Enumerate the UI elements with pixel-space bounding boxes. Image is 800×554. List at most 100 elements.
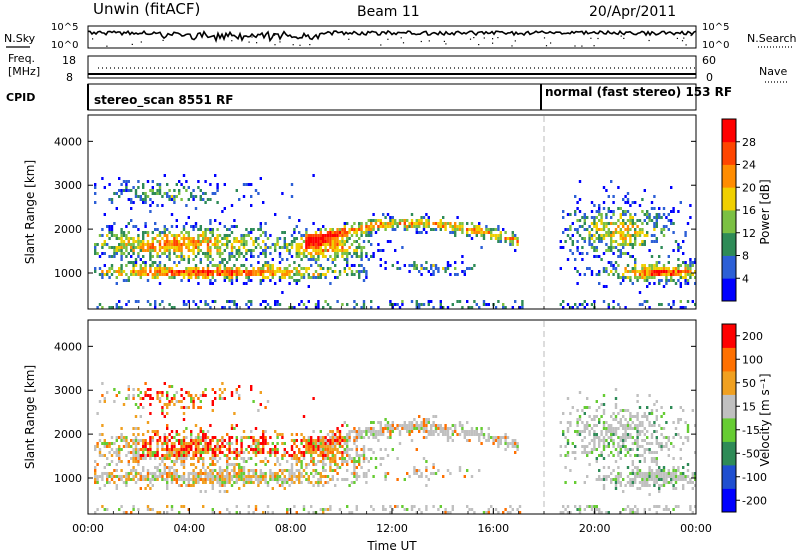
heatmap-cell — [655, 463, 658, 466]
heatmap-cell — [358, 273, 361, 276]
heatmap-cell — [490, 436, 493, 439]
heatmap-cell — [115, 475, 118, 478]
heatmap-cell — [288, 264, 291, 267]
heatmap-cell — [187, 484, 190, 487]
heatmap-cell — [307, 234, 310, 237]
heatmap-cell — [487, 436, 490, 439]
heatmap-cell — [180, 279, 183, 282]
heatmap-cell — [170, 430, 174, 433]
heatmap-cell — [449, 273, 452, 276]
heatmap-cell — [478, 469, 481, 472]
heatmap-cell — [420, 303, 423, 306]
heatmap-cell — [288, 472, 291, 475]
heatmap-cell — [120, 183, 123, 186]
heatmap-cell — [665, 267, 668, 270]
heatmap-cell — [94, 481, 97, 484]
nsearch-label: N.Search — [747, 32, 797, 45]
heatmap-cell — [578, 252, 582, 255]
heatmap-cell — [266, 267, 270, 270]
heatmap-cell — [223, 484, 226, 487]
heatmap-cell — [667, 270, 670, 273]
heatmap-cell — [365, 255, 368, 258]
heatmap-cell — [691, 511, 694, 514]
heatmap-cell — [149, 243, 152, 246]
heatmap-cell — [319, 249, 322, 252]
heatmap-cell — [679, 282, 682, 285]
heatmap-cell — [346, 505, 349, 508]
heatmap-cell — [682, 472, 685, 475]
heatmap-cell — [660, 472, 663, 475]
heatmap-cell — [348, 228, 351, 231]
heatmap-cell — [372, 508, 375, 511]
heatmap-cell — [418, 270, 421, 273]
heatmap-cell — [694, 276, 697, 279]
heatmap-cell — [341, 252, 344, 255]
heatmap-cell — [607, 454, 610, 457]
heatmap-cell — [600, 433, 603, 436]
heatmap-cell — [223, 388, 226, 391]
heatmap-cell — [182, 240, 186, 243]
heatmap-cell — [307, 285, 310, 288]
heatmap-cell — [240, 448, 243, 451]
heatmap-cell — [626, 409, 630, 412]
heatmap-cell — [178, 475, 181, 478]
heatmap-cell — [204, 472, 207, 475]
heatmap-cell — [566, 303, 570, 306]
heatmap-cell — [235, 189, 238, 192]
heatmap-cell — [626, 225, 630, 228]
heatmap-cell — [619, 448, 622, 451]
heatmap-cell — [420, 216, 423, 219]
heatmap-cell — [626, 219, 630, 222]
heatmap-cell — [497, 240, 500, 243]
heatmap-cell — [132, 246, 135, 249]
heatmap-cell — [394, 249, 397, 252]
heatmap-cell — [314, 240, 318, 243]
heatmap-cell — [485, 511, 488, 514]
heatmap-cell — [653, 240, 656, 243]
heatmap-cell — [120, 189, 123, 192]
heatmap-cell — [336, 276, 339, 279]
heatmap-cell — [607, 207, 610, 210]
heatmap-cell — [360, 306, 363, 309]
heatmap-cell — [341, 237, 344, 240]
heatmap-cell — [655, 439, 658, 442]
heatmap-cell — [578, 273, 582, 276]
heatmap-cell — [607, 430, 610, 433]
heatmap-cell — [252, 249, 255, 252]
heatmap-cell — [120, 270, 123, 273]
heatmap-cell — [175, 270, 178, 273]
heatmap-cell — [602, 439, 606, 442]
heatmap-cell — [511, 234, 514, 237]
heatmap-cell — [259, 267, 262, 270]
heatmap-cell — [187, 478, 190, 481]
heatmap-cell — [595, 273, 598, 276]
heatmap-cell — [631, 427, 634, 430]
power-heatmap — [94, 174, 697, 309]
heatmap-cell — [240, 478, 243, 481]
heatmap-cell — [288, 475, 291, 478]
heatmap-cell — [310, 439, 313, 442]
heatmap-cell — [672, 478, 675, 481]
heatmap-cell — [230, 394, 234, 397]
heatmap-cell — [593, 505, 596, 508]
heatmap-cell — [343, 240, 346, 243]
heatmap-cell — [677, 466, 680, 469]
heatmap-cell — [130, 270, 133, 273]
heatmap-cell — [343, 252, 346, 255]
heatmap-cell — [199, 478, 202, 481]
heatmap-cell — [295, 273, 298, 276]
heatmap-cell — [194, 222, 198, 225]
heatmap-cell — [638, 469, 642, 472]
heatmap-cell — [228, 511, 231, 514]
heatmap-cell — [422, 267, 426, 270]
heatmap-cell — [300, 463, 303, 466]
heatmap-cell — [338, 451, 342, 454]
heatmap-cell — [583, 481, 586, 484]
heatmap-cell — [346, 240, 349, 243]
heatmap-cell — [199, 249, 202, 252]
heatmap-cell — [446, 267, 450, 270]
heatmap-cell — [223, 258, 226, 261]
heatmap-cell — [319, 481, 322, 484]
heatmap-cell — [648, 394, 651, 397]
heatmap-cell — [300, 258, 303, 261]
